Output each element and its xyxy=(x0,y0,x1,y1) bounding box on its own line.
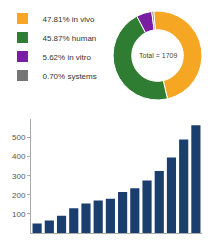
svg-text:300: 300 xyxy=(12,172,26,181)
svg-text:5.62% in vitro: 5.62% in vitro xyxy=(42,53,91,62)
svg-text:200: 200 xyxy=(12,191,26,200)
svg-text:0.70% systems: 0.70% systems xyxy=(42,72,96,81)
svg-text:47.81% in vivo: 47.81% in vivo xyxy=(42,15,95,24)
svg-text:400: 400 xyxy=(12,152,26,161)
svg-text:100: 100 xyxy=(12,210,26,219)
svg-text:Total = 1709: Total = 1709 xyxy=(139,52,177,59)
svg-text:500: 500 xyxy=(12,133,26,142)
svg-text:45.87% human: 45.87% human xyxy=(42,34,96,43)
